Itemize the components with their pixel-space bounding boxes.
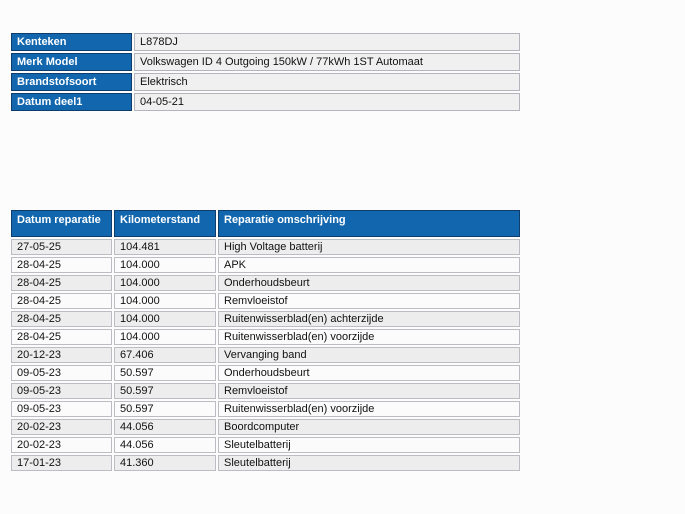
vehicle-info-value-datum-deel1: 04-05-21 xyxy=(134,93,520,111)
repair-date-cell: 28-04-25 xyxy=(11,329,112,345)
repair-date-cell: 17-01-23 xyxy=(11,455,112,471)
repair-km-cell: 104.000 xyxy=(114,275,216,291)
repair-km-cell: 104.000 xyxy=(114,311,216,327)
repair-km-cell: 44.056 xyxy=(114,419,216,435)
repair-km-cell: 67.406 xyxy=(114,347,216,363)
table-row: 27-05-25 104.481 High Voltage batterij xyxy=(11,239,520,255)
vehicle-info-table: Kenteken L878DJ Merk Model Volkswagen ID… xyxy=(9,31,522,113)
repair-km-cell: 50.597 xyxy=(114,365,216,381)
repair-desc-cell: Sleutelbatterij xyxy=(218,437,520,453)
table-row: 28-04-25 104.000 Remvloeistof xyxy=(11,293,520,309)
table-row: 09-05-23 50.597 Onderhoudsbeurt xyxy=(11,365,520,381)
repair-date-cell: 20-02-23 xyxy=(11,437,112,453)
table-row: 09-05-23 50.597 Remvloeistof xyxy=(11,383,520,399)
vehicle-info-label-datum-deel1: Datum deel1 xyxy=(11,93,132,111)
vehicle-info-label-brandstofsoort: Brandstofsoort xyxy=(11,73,132,91)
repair-desc-cell: Sleutelbatterij xyxy=(218,455,520,471)
repair-desc-cell: Ruitenwisserblad(en) achterzijde xyxy=(218,311,520,327)
repair-date-cell: 09-05-23 xyxy=(11,365,112,381)
table-row: 09-05-23 50.597 Ruitenwisserblad(en) voo… xyxy=(11,401,520,417)
repair-desc-cell: Ruitenwisserblad(en) voorzijde xyxy=(218,329,520,345)
table-row: 28-04-25 104.000 Ruitenwisserblad(en) ac… xyxy=(11,311,520,327)
repair-km-cell: 104.000 xyxy=(114,293,216,309)
vehicle-info-value-kenteken: L878DJ xyxy=(134,33,520,51)
repair-date-cell: 28-04-25 xyxy=(11,311,112,327)
vehicle-info-label-merk-model: Merk Model xyxy=(11,53,132,71)
table-row: Brandstofsoort Elektrisch xyxy=(11,73,520,91)
repair-desc-cell: Remvloeistof xyxy=(218,383,520,399)
table-row: 28-04-25 104.000 Ruitenwisserblad(en) vo… xyxy=(11,329,520,345)
repair-desc-cell: Vervanging band xyxy=(218,347,520,363)
repair-history-table: Datum reparatie Kilometerstand Reparatie… xyxy=(9,208,522,473)
table-row: Datum deel1 04-05-21 xyxy=(11,93,520,111)
repair-date-cell: 09-05-23 xyxy=(11,383,112,399)
table-row: 20-02-23 44.056 Sleutelbatterij xyxy=(11,437,520,453)
column-header-datum-reparatie: Datum reparatie xyxy=(11,210,112,237)
column-header-kilometerstand: Kilometerstand xyxy=(114,210,216,237)
repair-km-cell: 50.597 xyxy=(114,383,216,399)
vehicle-info-value-brandstofsoort: Elektrisch xyxy=(134,73,520,91)
repair-km-cell: 104.000 xyxy=(114,329,216,345)
repair-km-cell: 50.597 xyxy=(114,401,216,417)
repair-km-cell: 104.000 xyxy=(114,257,216,273)
repair-desc-cell: Boordcomputer xyxy=(218,419,520,435)
repair-km-cell: 41.360 xyxy=(114,455,216,471)
table-row: 28-04-25 104.000 Onderhoudsbeurt xyxy=(11,275,520,291)
repair-date-cell: 28-04-25 xyxy=(11,293,112,309)
table-header-row: Datum reparatie Kilometerstand Reparatie… xyxy=(11,210,520,237)
repair-desc-cell: High Voltage batterij xyxy=(218,239,520,255)
repair-desc-cell: APK xyxy=(218,257,520,273)
repair-date-cell: 20-02-23 xyxy=(11,419,112,435)
repair-desc-cell: Ruitenwisserblad(en) voorzijde xyxy=(218,401,520,417)
repair-desc-cell: Onderhoudsbeurt xyxy=(218,275,520,291)
vehicle-info-value-merk-model: Volkswagen ID 4 Outgoing 150kW / 77kWh 1… xyxy=(134,53,520,71)
repair-date-cell: 28-04-25 xyxy=(11,257,112,273)
vehicle-info-label-kenteken: Kenteken xyxy=(11,33,132,51)
table-row: 17-01-23 41.360 Sleutelbatterij xyxy=(11,455,520,471)
repair-km-cell: 104.481 xyxy=(114,239,216,255)
repair-date-cell: 28-04-25 xyxy=(11,275,112,291)
repair-desc-cell: Remvloeistof xyxy=(218,293,520,309)
table-row: Kenteken L878DJ xyxy=(11,33,520,51)
repair-date-cell: 20-12-23 xyxy=(11,347,112,363)
column-header-reparatie-omschrijving: Reparatie omschrijving xyxy=(218,210,520,237)
table-row: 28-04-25 104.000 APK xyxy=(11,257,520,273)
table-row: Merk Model Volkswagen ID 4 Outgoing 150k… xyxy=(11,53,520,71)
repair-km-cell: 44.056 xyxy=(114,437,216,453)
repair-date-cell: 09-05-23 xyxy=(11,401,112,417)
repair-desc-cell: Onderhoudsbeurt xyxy=(218,365,520,381)
table-row: 20-02-23 44.056 Boordcomputer xyxy=(11,419,520,435)
repair-date-cell: 27-05-25 xyxy=(11,239,112,255)
table-row: 20-12-23 67.406 Vervanging band xyxy=(11,347,520,363)
